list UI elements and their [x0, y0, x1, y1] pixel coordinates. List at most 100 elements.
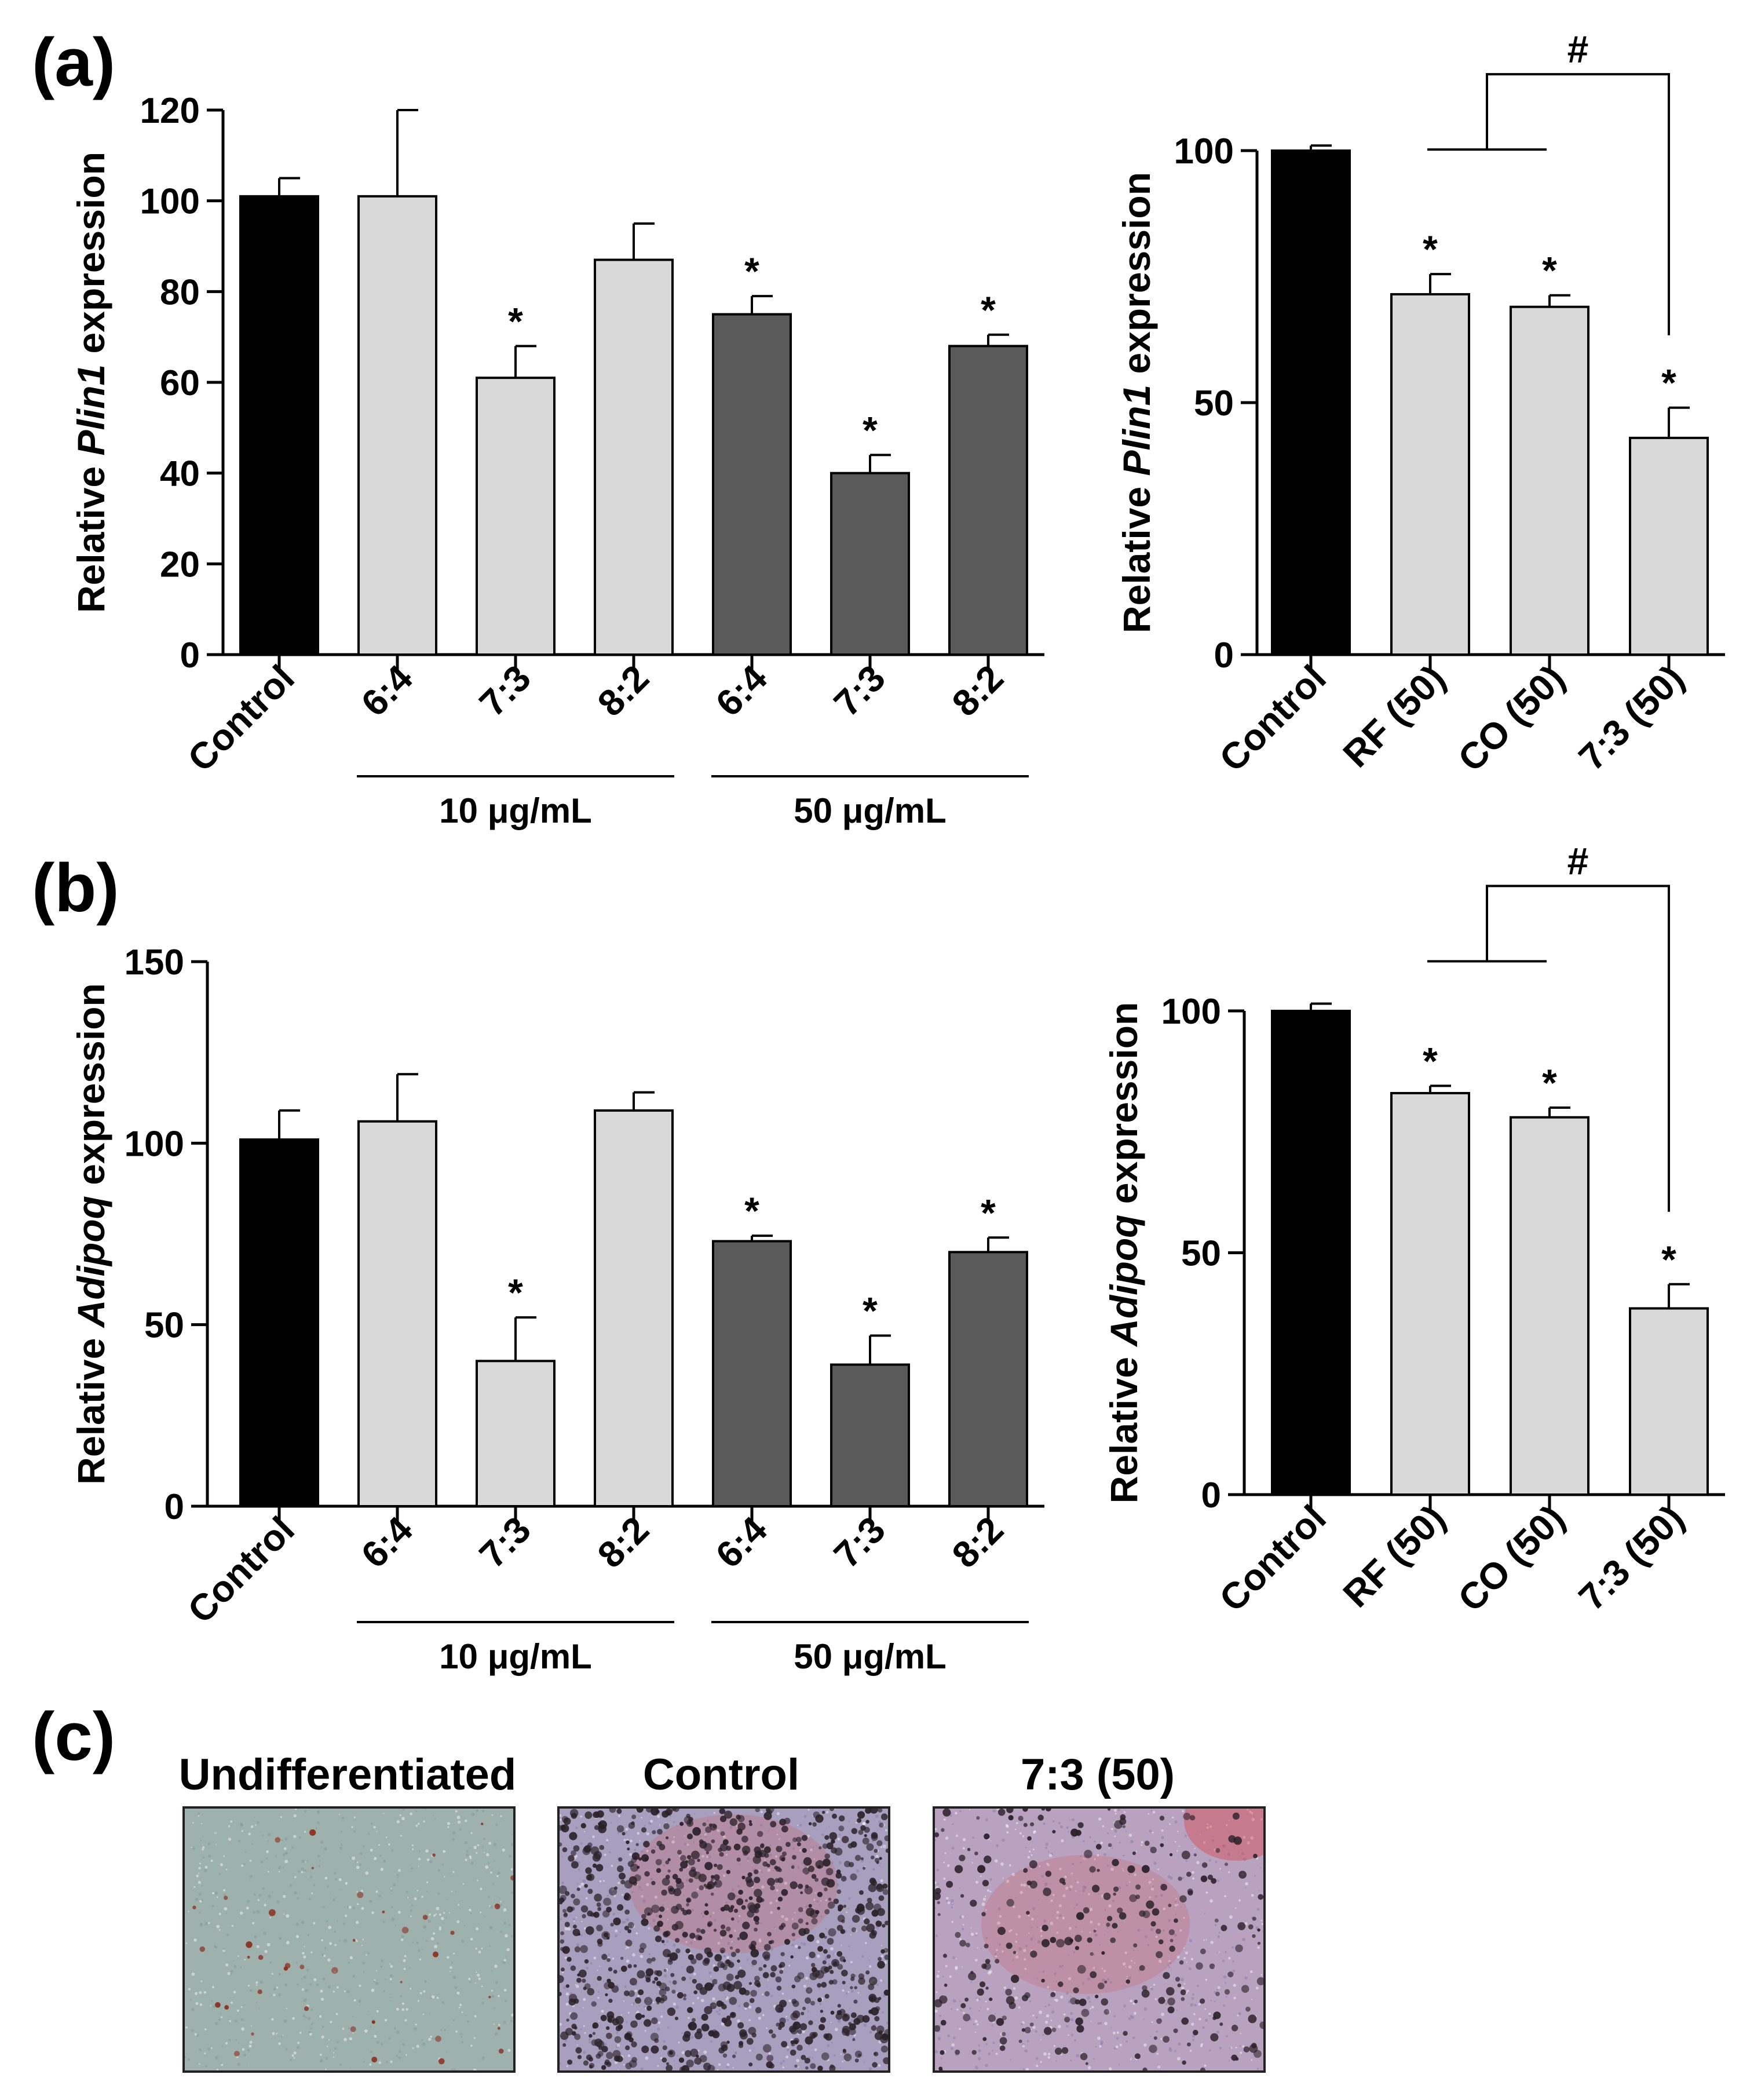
panel-label-a: (a) — [32, 24, 116, 101]
texture-grain — [480, 1911, 482, 1913]
texture-grain — [408, 1967, 411, 1969]
texture-grain — [1249, 1810, 1252, 1813]
texture-grain — [231, 2002, 233, 2004]
texture-grain — [850, 1960, 853, 1964]
texture-grain — [1192, 2035, 1195, 2038]
lipid-droplet — [696, 1928, 701, 1933]
lipid-droplet — [400, 1981, 403, 1984]
texture-grain — [319, 1860, 321, 1862]
texture-grain — [272, 1891, 273, 1893]
texture-grain — [419, 1850, 421, 1852]
texture-grain — [738, 2004, 741, 2007]
texture-grain — [1150, 2036, 1152, 2037]
lipid-droplet — [605, 2026, 610, 2030]
texture-grain — [759, 1869, 761, 1872]
texture-grain — [456, 1920, 460, 1923]
texture-grain — [1156, 2064, 1160, 2068]
texture-grain — [579, 1885, 582, 1889]
texture-grain — [811, 2057, 813, 2059]
texture-grain — [459, 1828, 462, 1831]
category-label: RF (50) — [1335, 657, 1453, 775]
texture-grain — [1098, 1893, 1100, 1895]
lipid-droplet — [1041, 1809, 1046, 1811]
texture-grain — [370, 2051, 372, 2054]
texture-grain — [212, 1892, 215, 1894]
texture-grain — [1126, 1983, 1127, 1985]
texture-grain — [1039, 1865, 1041, 1868]
texture-grain — [831, 2041, 834, 2044]
texture-grain — [1132, 1949, 1135, 1952]
lipid-droplet — [719, 1851, 724, 1857]
texture-grain — [461, 2036, 462, 2038]
lipid-droplet — [878, 1997, 882, 2000]
lipid-droplet — [882, 1924, 886, 1928]
texture-grain — [1173, 1907, 1175, 1908]
texture-grain — [1054, 1999, 1056, 2001]
texture-grain — [681, 2051, 685, 2054]
texture-grain — [478, 1977, 481, 1981]
lipid-droplet — [781, 1857, 785, 1862]
texture-grain — [737, 1884, 740, 1887]
texture-grain — [978, 1998, 981, 2001]
lipid-droplet — [605, 1993, 608, 1996]
bar — [239, 1138, 319, 1507]
texture-grain — [560, 2062, 561, 2065]
lipid-droplet — [656, 1868, 662, 1873]
texture-grain — [450, 1966, 452, 1969]
lipid-droplet — [744, 1899, 748, 1902]
lipid-droplet — [838, 1825, 845, 1832]
lipid-droplet — [966, 1942, 970, 1948]
texture-grain — [945, 1964, 948, 1967]
texture-grain — [659, 1824, 661, 1826]
texture-grain — [1244, 1976, 1248, 1980]
texture-grain — [421, 1948, 423, 1951]
texture-grain — [488, 1842, 492, 1845]
lipid-droplet — [1018, 2039, 1022, 2043]
significance-star: * — [508, 300, 523, 342]
texture-grain — [990, 1840, 992, 1842]
lipid-droplet — [619, 1872, 626, 1880]
lipid-droplet — [776, 1985, 782, 1991]
texture-grain — [284, 1852, 287, 1854]
lipid-droplet — [836, 1924, 843, 1931]
lipid-droplet — [755, 2053, 763, 2061]
lipid-droplet — [710, 1823, 717, 1831]
texture-grain — [249, 2040, 253, 2044]
texture-grain — [1175, 1913, 1176, 1915]
texture-grain — [302, 2014, 306, 2018]
texture-grain — [959, 1810, 962, 1813]
texture-grain — [827, 2044, 830, 2047]
texture-grain — [1035, 2057, 1039, 2060]
texture-grain — [224, 1907, 228, 1911]
texture-grain — [201, 1823, 203, 1825]
texture-grain — [1006, 1825, 1009, 1828]
lipid-droplet — [580, 1945, 588, 1953]
lipid-droplet — [826, 1879, 835, 1888]
lipid-droplet — [699, 1885, 704, 1891]
texture-grain — [282, 2035, 284, 2037]
texture-grain — [640, 1955, 644, 1959]
texture-grain — [962, 1924, 964, 1926]
texture-grain — [282, 1853, 286, 1857]
texture-grain — [468, 1978, 471, 1981]
texture-grain — [1209, 1825, 1212, 1828]
texture-grain — [710, 1978, 712, 1981]
lipid-droplet — [858, 1890, 864, 1895]
texture-grain — [1176, 1904, 1179, 1906]
texture-grain — [346, 1990, 350, 1993]
lipid-droplet — [570, 2012, 578, 2020]
texture-grain — [397, 1869, 401, 1872]
lipid-droplet — [668, 1887, 675, 1895]
lipid-droplet — [747, 1872, 752, 1878]
lipid-droplet — [719, 1930, 727, 1937]
lipid-droplet — [741, 1835, 748, 1843]
texture-grain — [791, 1944, 795, 1946]
texture-grain — [410, 1812, 413, 1816]
texture-grain — [578, 1868, 580, 1871]
lipid-droplet — [710, 1875, 715, 1879]
lipid-droplet — [1181, 1997, 1185, 2002]
texture-grain — [781, 1915, 784, 1919]
texture-grain — [784, 1918, 788, 1922]
texture-grain — [1092, 1967, 1095, 1969]
lipid-droplet — [779, 2000, 787, 2008]
